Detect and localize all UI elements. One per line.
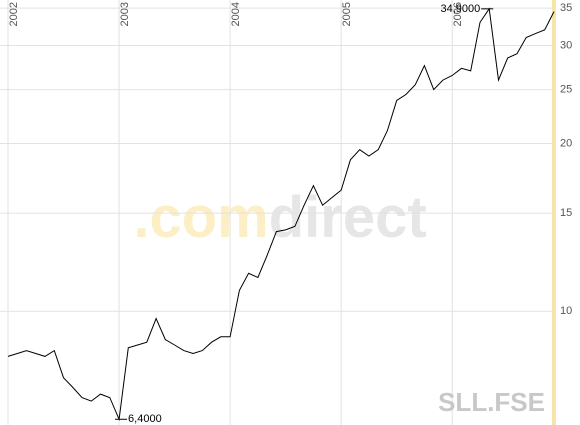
x-tick-label: 2002 [8,2,20,26]
x-tick-label: 2006 [452,2,464,26]
watermark-part: .com [133,185,268,250]
y-tick-label: 25 [560,83,572,95]
watermark-part: direct [269,185,427,250]
max-label: 34,9000 [440,3,480,15]
min-label: 6,4000 [128,413,162,425]
symbol-label: SLL.FSE [438,387,545,417]
watermark: .comdirect [133,185,426,250]
range-bar [552,0,556,425]
x-tick-label: 2003 [119,2,131,26]
y-tick-label: 15 [560,207,572,219]
y-tick-label: 10 [560,305,572,317]
price-line [7,7,555,422]
plot-area [0,0,556,425]
y-tick-label: 20 [560,137,572,149]
x-tick-label: 2004 [230,2,242,26]
y-tick-label: 30 [560,39,572,51]
x-tick-label: 2005 [341,2,353,26]
y-tick-label: 35 [560,2,572,14]
